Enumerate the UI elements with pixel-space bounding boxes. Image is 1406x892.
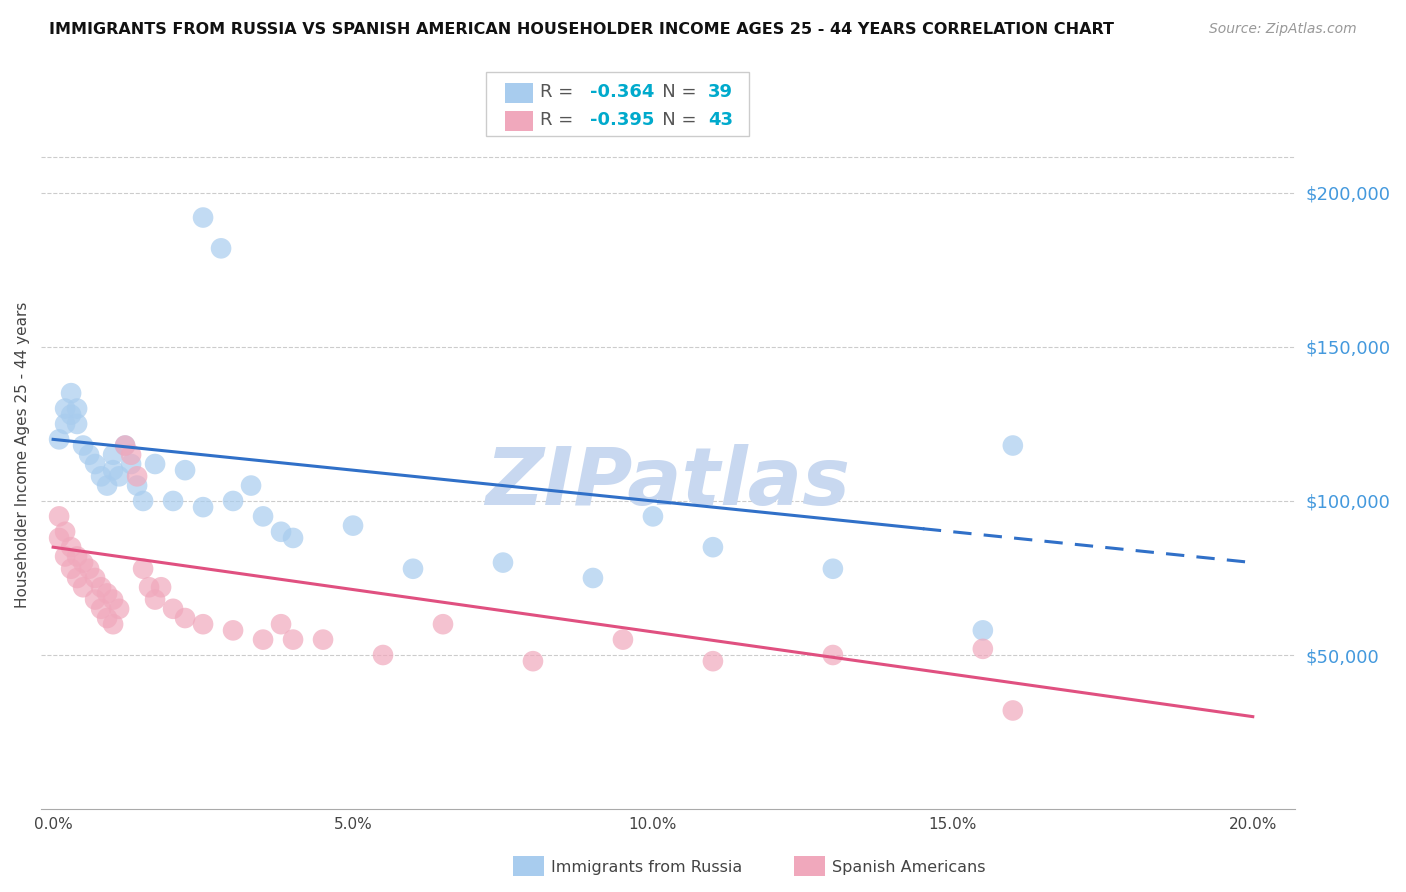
Point [66, 401, 89, 416]
Point [143, 457, 166, 471]
Point [60, 562, 83, 576]
Point [60, 386, 83, 401]
Point [125, 478, 148, 492]
Point [77, 448, 100, 462]
Text: IMMIGRANTS FROM RUSSIA VS SPANISH AMERICAN HOUSEHOLDER INCOME AGES 25 - 44 YEARS: IMMIGRANTS FROM RUSSIA VS SPANISH AMERIC… [49, 22, 1114, 37]
Point [162, 494, 184, 508]
Point [492, 556, 515, 570]
Text: N =: N = [645, 83, 703, 101]
Point [90, 602, 112, 616]
Text: Spanish Americans: Spanish Americans [832, 860, 986, 874]
Point [66, 549, 89, 564]
Point [53, 549, 76, 564]
Point [60, 408, 83, 422]
Point [612, 632, 634, 647]
Text: R =: R = [540, 112, 579, 129]
Point [132, 562, 155, 576]
Point [132, 494, 155, 508]
Point [252, 632, 274, 647]
Point [53, 417, 76, 431]
Text: N =: N = [645, 112, 703, 129]
FancyBboxPatch shape [486, 72, 749, 136]
Point [312, 632, 335, 647]
Text: Immigrants from Russia: Immigrants from Russia [551, 860, 742, 874]
Point [222, 494, 245, 508]
Text: 39: 39 [709, 83, 733, 101]
Text: ZIPatlas: ZIPatlas [485, 444, 851, 522]
Point [191, 500, 214, 515]
Point [72, 556, 94, 570]
Point [972, 624, 994, 638]
Point [101, 617, 124, 632]
Point [174, 611, 197, 625]
Point [143, 592, 166, 607]
Point [108, 469, 131, 483]
Point [108, 602, 131, 616]
Text: Source: ZipAtlas.com: Source: ZipAtlas.com [1209, 22, 1357, 37]
Point [222, 624, 245, 638]
Point [101, 463, 124, 477]
Point [84, 571, 107, 585]
Point [72, 580, 94, 594]
Point [77, 562, 100, 576]
Point [432, 617, 454, 632]
Point [96, 478, 118, 492]
Point [371, 648, 394, 662]
Point [66, 571, 89, 585]
Point [120, 448, 142, 462]
Point [342, 518, 364, 533]
Point [66, 417, 89, 431]
Point [150, 580, 173, 594]
FancyBboxPatch shape [505, 83, 533, 103]
Text: -0.364: -0.364 [591, 83, 655, 101]
Point [101, 448, 124, 462]
Point [162, 602, 184, 616]
Point [114, 438, 136, 452]
Point [48, 433, 70, 447]
Point [1001, 438, 1024, 452]
Text: 43: 43 [709, 112, 733, 129]
Point [72, 438, 94, 452]
Text: -0.395: -0.395 [591, 112, 655, 129]
Point [1001, 703, 1024, 717]
Point [84, 592, 107, 607]
Point [174, 463, 197, 477]
Point [90, 580, 112, 594]
Point [48, 531, 70, 545]
Point [209, 241, 232, 255]
Point [821, 562, 844, 576]
Point [702, 654, 724, 668]
Point [120, 457, 142, 471]
Point [60, 540, 83, 554]
Point [281, 531, 304, 545]
Point [48, 509, 70, 524]
Point [972, 641, 994, 656]
Point [641, 509, 664, 524]
FancyBboxPatch shape [505, 112, 533, 131]
Point [96, 586, 118, 600]
Point [90, 469, 112, 483]
Point [138, 580, 160, 594]
Point [84, 457, 107, 471]
Point [101, 592, 124, 607]
Point [240, 478, 263, 492]
Point [114, 438, 136, 452]
Point [270, 524, 292, 539]
Point [53, 524, 76, 539]
Point [702, 540, 724, 554]
Point [522, 654, 544, 668]
Point [270, 617, 292, 632]
Point [821, 648, 844, 662]
Y-axis label: Householder Income Ages 25 - 44 years: Householder Income Ages 25 - 44 years [15, 301, 30, 608]
Point [125, 469, 148, 483]
Point [252, 509, 274, 524]
Point [96, 611, 118, 625]
Point [53, 401, 76, 416]
Point [191, 211, 214, 225]
Point [281, 632, 304, 647]
Point [402, 562, 425, 576]
Point [191, 617, 214, 632]
Text: R =: R = [540, 83, 579, 101]
Point [582, 571, 605, 585]
